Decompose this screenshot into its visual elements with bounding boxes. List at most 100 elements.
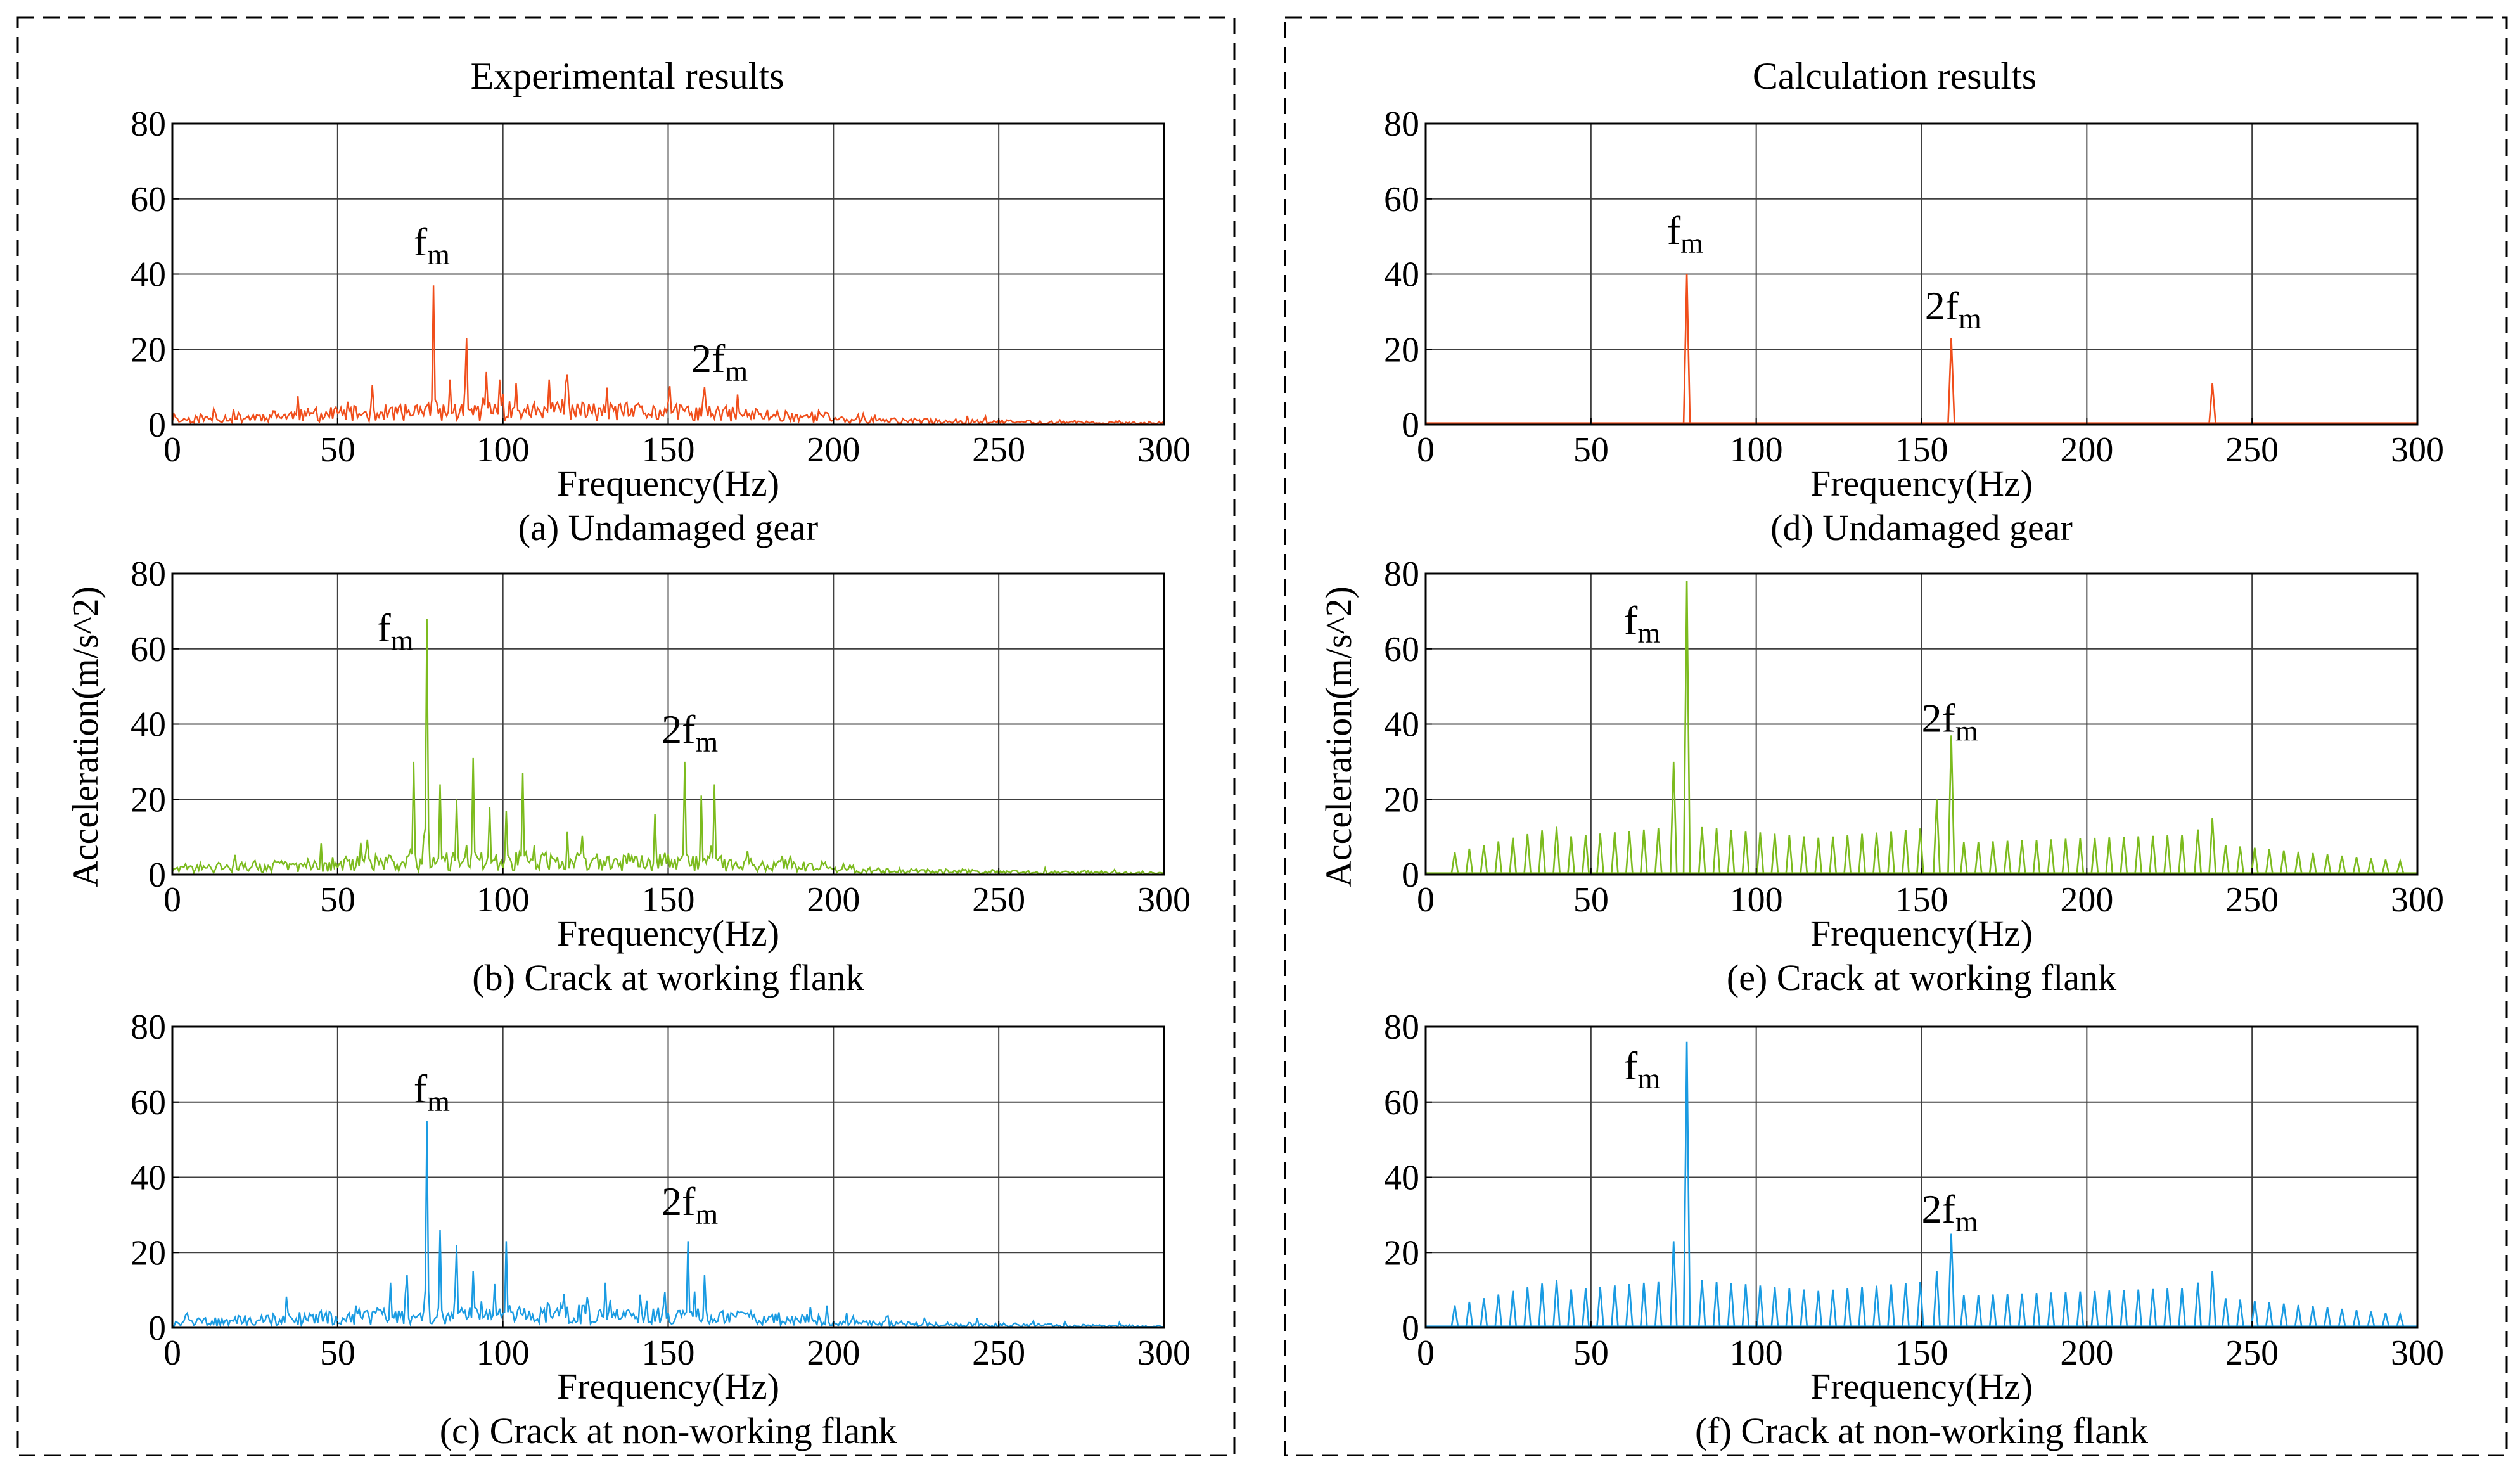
series-peak bbox=[2352, 857, 2361, 873]
annotation-subscript: m bbox=[1955, 714, 1978, 747]
x-tick-label: 100 bbox=[476, 880, 530, 920]
series-peak bbox=[1858, 833, 1866, 873]
x-tick-label: 300 bbox=[2391, 430, 2444, 470]
x-tick-label: 0 bbox=[163, 1333, 181, 1373]
x-tick-label: 0 bbox=[1417, 1333, 1435, 1373]
x-tick-label: 100 bbox=[476, 430, 530, 470]
y-tick-label: 0 bbox=[1402, 1309, 1419, 1348]
series-peak bbox=[1785, 1288, 1794, 1326]
y-tick-label: 80 bbox=[131, 105, 166, 144]
series-peak bbox=[2279, 850, 2288, 873]
series-peak bbox=[2338, 855, 2346, 873]
series-peak bbox=[2032, 1292, 2041, 1326]
y-tick-label: 0 bbox=[1402, 856, 1419, 895]
series-peak bbox=[2396, 858, 2405, 873]
series-peak bbox=[1523, 1287, 1532, 1326]
annotation-base: f bbox=[414, 1066, 428, 1111]
y-tick-label: 0 bbox=[148, 856, 166, 895]
series-peak bbox=[2061, 838, 2070, 873]
y-tick-label: 40 bbox=[1384, 1159, 1419, 1198]
series-peak bbox=[2105, 1290, 2114, 1326]
series-peak bbox=[1843, 835, 1852, 873]
series-peak bbox=[1800, 836, 1808, 873]
series-peak bbox=[2294, 1304, 2303, 1326]
series-peak bbox=[2208, 1271, 2216, 1326]
series-peak bbox=[1741, 831, 1750, 873]
x-tick-label: 200 bbox=[2060, 430, 2113, 470]
panel-caption: (a) Undamaged gear bbox=[518, 507, 818, 548]
annotation-subscript: m bbox=[695, 1198, 718, 1230]
series-peak bbox=[2149, 1288, 2157, 1326]
series-peak bbox=[2149, 835, 2157, 873]
annotation-subscript: m bbox=[695, 726, 718, 758]
peak-annotation: 2fm bbox=[1922, 695, 1978, 747]
panel-caption: (b) Crack at working flank bbox=[472, 957, 864, 998]
y-tick-label: 40 bbox=[131, 255, 166, 295]
annotation-base: 2f bbox=[662, 707, 696, 752]
peak-annotation: 2fm bbox=[662, 707, 718, 758]
series-peak bbox=[2076, 1291, 2085, 1326]
series-peak bbox=[2134, 836, 2143, 873]
series-peak bbox=[1916, 1282, 1924, 1326]
x-tick-label: 0 bbox=[1417, 880, 1435, 920]
series-peak bbox=[1552, 1280, 1561, 1326]
series-peak bbox=[2090, 837, 2099, 873]
peak-annotation: fm bbox=[1624, 598, 1660, 649]
x-tick-label: 200 bbox=[807, 880, 860, 920]
panel-caption: (f) Crack at non-working flank bbox=[1695, 1410, 2148, 1451]
peak-annotation: 2fm bbox=[662, 1179, 718, 1230]
series-peak bbox=[2047, 839, 2056, 873]
series-peak bbox=[1887, 1284, 1895, 1326]
series-peak bbox=[2105, 837, 2114, 873]
y-tick-label: 80 bbox=[1384, 1008, 1419, 1047]
series-peak bbox=[2194, 1282, 2202, 1326]
series-peak bbox=[1682, 581, 1691, 873]
panel-caption: (c) Crack at non-working flank bbox=[440, 1410, 897, 1451]
x-tick-label: 250 bbox=[2225, 1333, 2279, 1373]
series-peak bbox=[2208, 383, 2216, 423]
series-peak bbox=[1947, 1233, 1955, 1326]
annotation-subscript: m bbox=[1680, 227, 1703, 259]
x-axis-label: Frequency(Hz) bbox=[1810, 1366, 2033, 1407]
series-peak bbox=[1785, 835, 1794, 873]
series-peak bbox=[1538, 1283, 1546, 1326]
series-peak bbox=[2338, 1308, 2346, 1326]
series-peak bbox=[1959, 842, 1968, 873]
annotation-base: f bbox=[377, 605, 391, 650]
annotation-base: 2f bbox=[1922, 695, 1956, 740]
x-tick-label: 100 bbox=[1730, 430, 1783, 470]
series-peak bbox=[1450, 852, 1459, 873]
y-tick-label: 40 bbox=[1384, 255, 1419, 295]
series-peak bbox=[1756, 832, 1765, 873]
annotation-base: 2f bbox=[1925, 283, 1959, 328]
x-tick-label: 100 bbox=[1730, 880, 1783, 920]
series-peak bbox=[2178, 835, 2186, 873]
y-tick-label: 60 bbox=[131, 630, 166, 669]
annotation-base: f bbox=[1624, 1043, 1638, 1088]
x-tick-label: 200 bbox=[2060, 880, 2113, 920]
y-tick-label: 60 bbox=[1384, 1083, 1419, 1122]
series-peak bbox=[2323, 854, 2332, 873]
series-peak bbox=[2061, 1292, 2070, 1326]
series-peak bbox=[1640, 1282, 1648, 1326]
series-peak bbox=[1947, 735, 1955, 873]
series-peak bbox=[2236, 846, 2244, 873]
series-peak bbox=[2308, 852, 2317, 873]
y-tick-label: 80 bbox=[1384, 105, 1419, 144]
x-tick-label: 250 bbox=[2225, 880, 2279, 920]
series-peak bbox=[1509, 837, 1518, 873]
series-peak bbox=[2003, 1294, 2012, 1326]
peak-annotation: 2fm bbox=[691, 336, 748, 387]
annotation-base: f bbox=[414, 219, 428, 264]
peak-annotation: fm bbox=[414, 219, 450, 271]
series-peak bbox=[1712, 1281, 1721, 1326]
x-tick-label: 300 bbox=[1137, 430, 1191, 470]
series-peak bbox=[1947, 338, 1955, 423]
series-peak bbox=[1682, 274, 1691, 423]
series-peak bbox=[2003, 840, 2012, 873]
left-column-frame bbox=[16, 16, 1236, 1456]
x-tick-label: 200 bbox=[2060, 1333, 2113, 1373]
series-peak bbox=[1872, 1285, 1881, 1326]
y-tick-label: 60 bbox=[1384, 630, 1419, 669]
